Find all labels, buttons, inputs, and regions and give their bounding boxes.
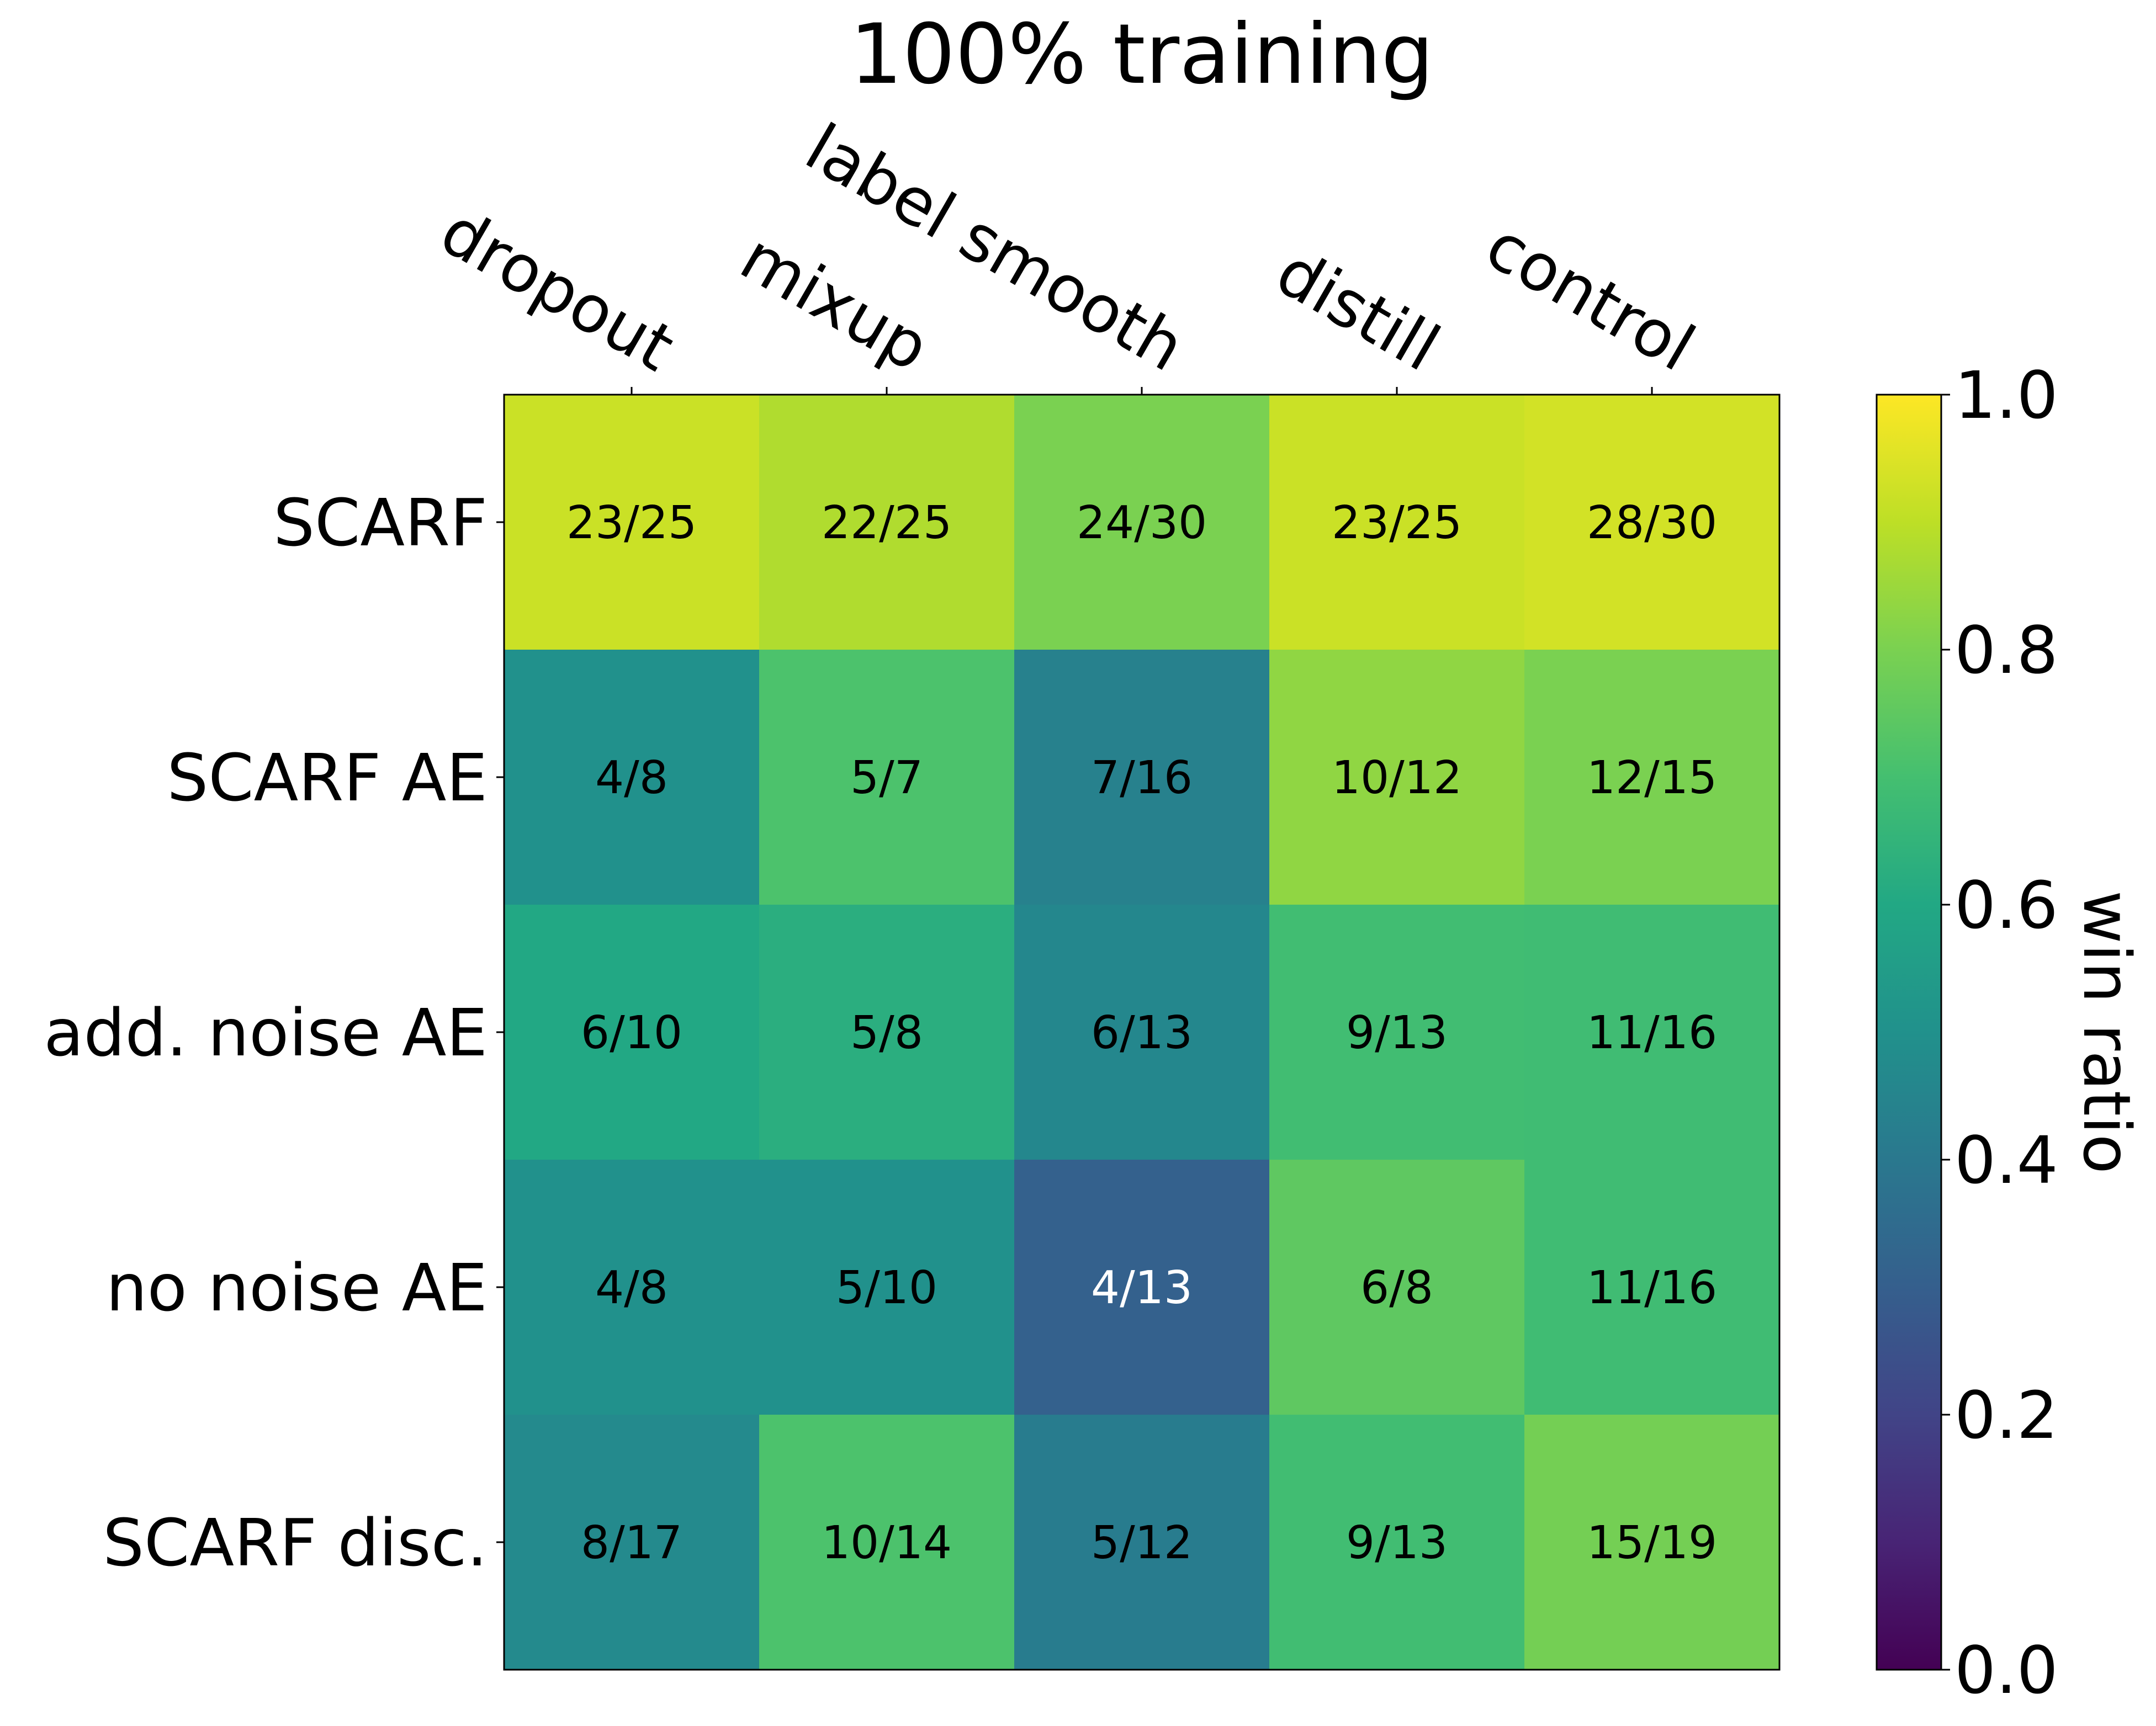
- cell-value-label: 9/13: [1346, 1007, 1448, 1059]
- cell-value-label: 8/17: [581, 1517, 682, 1569]
- colorbar: [1876, 394, 1942, 1671]
- cell-value-label: 10/14: [822, 1517, 952, 1569]
- heatmap-cell: [1014, 1160, 1270, 1415]
- row-label: SCARF disc.: [103, 1505, 488, 1581]
- heatmap-cell: [759, 395, 1015, 650]
- cell-value-label: 6/10: [581, 1007, 682, 1059]
- heatmap-cell: [1269, 1160, 1525, 1415]
- cell-value-label: 5/10: [836, 1262, 937, 1314]
- heatmap-cell: [1014, 905, 1270, 1160]
- heatmap-cell: [1269, 1415, 1525, 1670]
- heatmap-cell: [1524, 905, 1780, 1160]
- heatmap-cell: [1269, 905, 1525, 1160]
- heatmap-cell: [1524, 1415, 1780, 1670]
- heatmap-cell: [504, 1160, 760, 1415]
- cell-value-label: 4/13: [1091, 1262, 1193, 1314]
- cell-value-label: 11/16: [1587, 1007, 1717, 1059]
- row-label: add. noise AE: [44, 995, 488, 1071]
- cell-value-label: 10/12: [1332, 752, 1462, 804]
- cell-value-label: 11/16: [1587, 1262, 1717, 1314]
- cell-value-label: 7/16: [1091, 752, 1193, 804]
- cell-value-label: 4/8: [595, 1262, 668, 1314]
- heatmap-cell: [504, 905, 760, 1160]
- cell-value-label: 23/25: [1332, 497, 1462, 549]
- heatmap-cell: [1524, 395, 1780, 650]
- column-label: distill: [1264, 233, 1452, 386]
- column-label: dropout: [428, 193, 687, 386]
- heatmap-cell: [759, 1160, 1015, 1415]
- heatmap-cell: [759, 1415, 1015, 1670]
- cell-value-label: 4/8: [595, 752, 668, 804]
- colorbar-label: win ratio: [2069, 890, 2145, 1174]
- cell-value-label: 28/30: [1587, 497, 1717, 549]
- colorbar-ticks: 0.0 0.2 0.4 0.6 0.8 1.0: [1941, 357, 2058, 1708]
- colorbar-tick-label: 0.8: [1954, 612, 2058, 688]
- colorbar-tick-label: 0.2: [1954, 1377, 2058, 1453]
- heatmap-cell: [759, 905, 1015, 1160]
- cell-value-label: 6/8: [1360, 1262, 1433, 1314]
- heatmap-cell: [504, 650, 760, 905]
- heatmap-cells: [504, 395, 1780, 1670]
- heatmap-cell: [759, 650, 1015, 905]
- heatmap-cell: [1014, 650, 1270, 905]
- heatmap-cell: [504, 395, 760, 650]
- colorbar-tick-label: 0.4: [1954, 1122, 2058, 1198]
- cell-value-label: 15/19: [1587, 1517, 1717, 1569]
- cell-value-label: 6/13: [1091, 1007, 1193, 1059]
- cell-value-label: 12/15: [1587, 752, 1717, 804]
- colorbar-tick-label: 0.6: [1954, 867, 2058, 943]
- heatmap-cell: [1014, 395, 1270, 650]
- cell-value-label: 5/7: [850, 752, 923, 804]
- column-label: mixup: [728, 219, 942, 386]
- row-label: no noise AE: [106, 1250, 488, 1326]
- heatmap-cell: [504, 1415, 760, 1670]
- colorbar-tick-label: 0.0: [1954, 1632, 2058, 1708]
- cell-value-label: 22/25: [822, 497, 952, 549]
- heatmap-cell: [1524, 650, 1780, 905]
- cell-value-label: 5/8: [850, 1007, 923, 1059]
- heatmap-cell: [1524, 1160, 1780, 1415]
- row-label: SCARF AE: [167, 740, 488, 816]
- column-label: control: [1474, 207, 1707, 386]
- row-label: SCARF: [273, 485, 488, 561]
- heatmap-cell: [1269, 395, 1525, 650]
- heatmap-cell: [1014, 1415, 1270, 1670]
- colorbar-tick-label: 1.0: [1954, 357, 2058, 433]
- cell-value-label: 5/12: [1091, 1517, 1193, 1569]
- cell-value-label: 24/30: [1077, 497, 1207, 549]
- row-axis: SCARF SCARF AE add. noise AE no noise AE SCA…: [44, 485, 504, 1581]
- cell-value-label: 9/13: [1346, 1517, 1448, 1569]
- cell-labels: 23/25 22/25 24/30 23/25 28/30 4/8 5/7 7/16 10/12…: [566, 497, 1717, 1569]
- heatmap-cell: [1269, 650, 1525, 905]
- cell-value-label: 23/25: [566, 497, 697, 549]
- chart-title: 100% training: [850, 7, 1434, 103]
